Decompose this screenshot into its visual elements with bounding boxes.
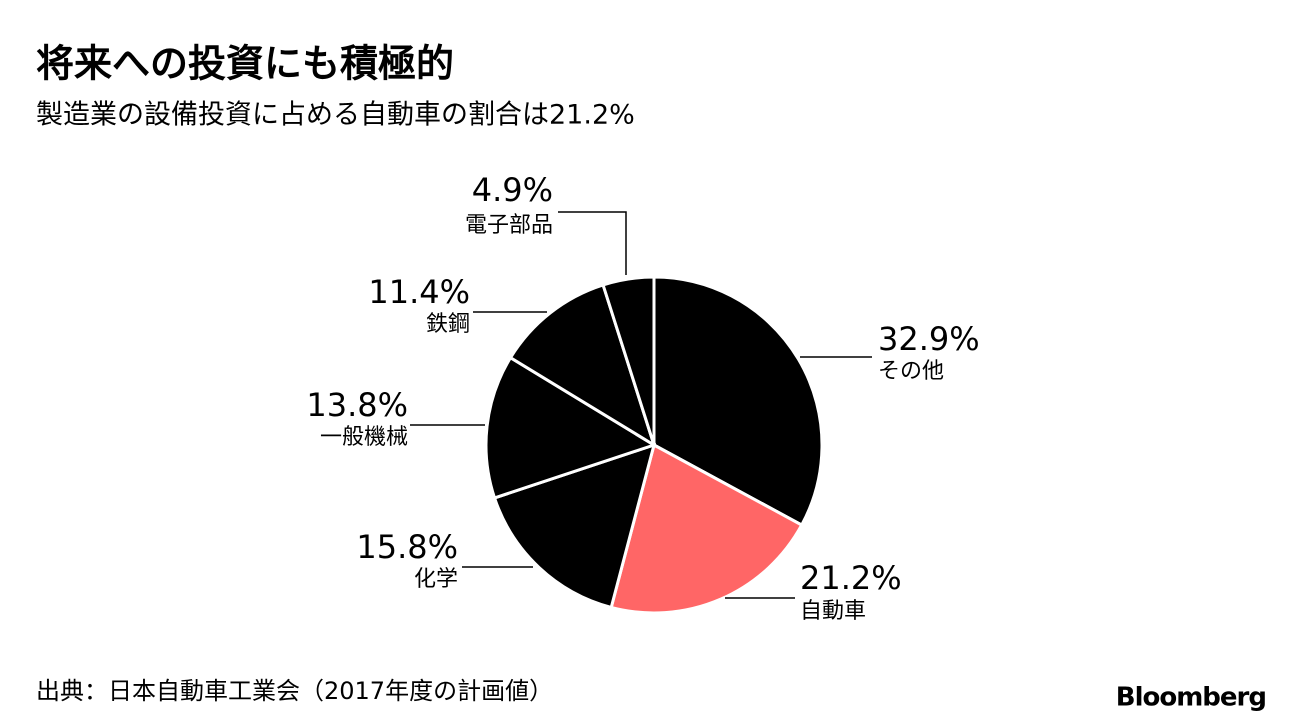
category-label: その他 (878, 359, 944, 384)
chart-title: 将来への投資にも積極的 (36, 42, 454, 86)
pie-slice (609, 442, 804, 615)
pie-slice (601, 275, 656, 446)
leader-line (558, 211, 627, 275)
data-label: 11.4% (368, 273, 470, 311)
source: 出典：日本自動車工業会（2017年度の計画値） (36, 677, 553, 705)
pie-slice (484, 355, 658, 500)
brand: Bloomberg (1116, 683, 1266, 713)
chart-subtitle: 製造業の設備投資に占める自動車の割合は21.2% (36, 100, 635, 131)
category-label: 鉄鋼 (426, 312, 470, 337)
data-label: 15.8% (356, 528, 458, 566)
data-label: 4.9% (472, 171, 553, 209)
data-label: 32.9% (878, 320, 980, 358)
data-label: 13.8% (306, 386, 408, 424)
category-label: 電子部品 (465, 213, 553, 238)
pie-slice (508, 283, 657, 449)
data-label: 21.2% (800, 559, 902, 597)
pie-slice (652, 275, 824, 528)
category-label: 一般機械 (320, 425, 408, 450)
category-label: 化学 (414, 567, 458, 592)
category-label: 自動車 (800, 599, 866, 624)
